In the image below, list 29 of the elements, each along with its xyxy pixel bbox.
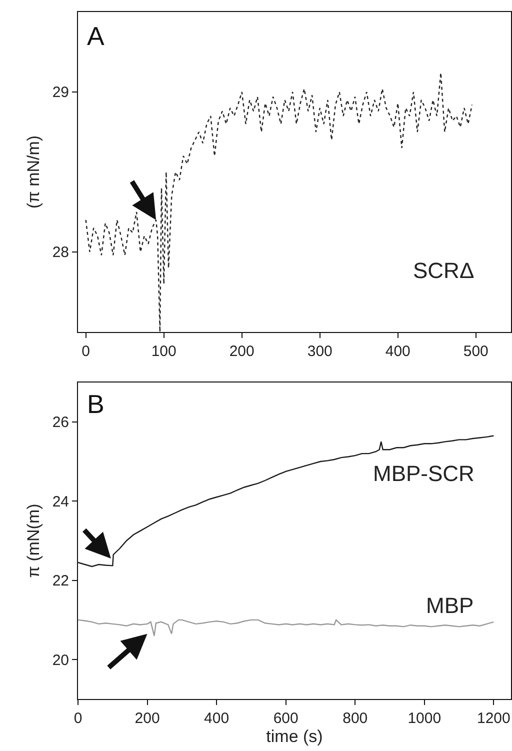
line-series [85, 72, 473, 332]
x-tick-label: 200 [134, 710, 160, 728]
y-axis-title: π (mN(m) [24, 504, 43, 578]
x-tick-label: 0 [82, 342, 90, 360]
x-tick-label: 800 [342, 710, 368, 728]
x-tick-label: 300 [307, 342, 332, 360]
annotation: B [87, 389, 104, 419]
x-tick-label: 600 [273, 710, 298, 728]
x-tick-label: 400 [385, 342, 410, 360]
x-tick-label: 500 [463, 342, 488, 360]
x-axis-title: time (s) [266, 727, 323, 746]
x-tick-label: 200 [229, 342, 254, 360]
x-tick-label: 100 [151, 342, 176, 360]
series-label: MBP-SCR [373, 461, 474, 486]
x-tick-label: 1000 [408, 710, 442, 728]
y-tick-label: 20 [52, 652, 70, 669]
line-series [78, 619, 494, 636]
y-tick-label: 29 [52, 84, 70, 102]
x-tick-label: 0 [74, 710, 82, 728]
series-label: MBP [426, 593, 474, 618]
y-tick-label: 22 [52, 572, 70, 590]
y-tick-label: 26 [52, 414, 70, 432]
x-tick-label: 1200 [476, 710, 510, 728]
y-tick-label: 28 [52, 244, 70, 262]
annotation: A [87, 21, 105, 51]
text: SCRΔ [413, 258, 474, 283]
y-axis-title: (π mN/m) [24, 135, 43, 209]
y-tick-label: 24 [52, 493, 70, 510]
x-tick-label: 400 [204, 710, 230, 728]
